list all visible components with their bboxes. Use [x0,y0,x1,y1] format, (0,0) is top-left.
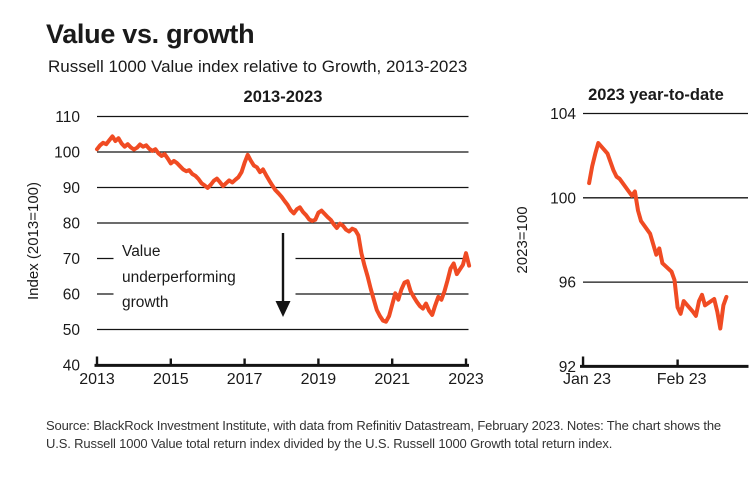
y-tick-label-left: 50 [63,322,81,339]
y-tick-label-left: 110 [55,109,80,126]
right-chart-title: 2023 year-to-date [588,86,724,104]
figure-subtitle: Russell 1000 Value index relative to Gro… [48,57,468,76]
x-tick-label-left: 2017 [227,371,263,388]
right-y-axis-title: 2023=100 [514,206,531,273]
figure-title: Value vs. growth [46,19,255,49]
y-tick-label-right: 100 [550,190,576,207]
x-tick-label-left: 2015 [153,371,189,388]
left-chart-title: 2013-2023 [243,88,323,106]
annotation-line-1: Value [122,243,161,260]
x-tick-label-left: 2023 [448,371,484,388]
source-note: Source: BlackRock Investment Institute, … [46,417,746,452]
y-tick-label-right: 92 [559,359,576,376]
source-line-2: U.S. Russell 1000 Value total return ind… [46,435,613,451]
y-tick-label-right: 96 [559,275,576,292]
y-tick-label-left: 70 [63,251,81,268]
x-tick-label-left: 2021 [374,371,410,388]
annotation-line-3: growth [122,294,169,311]
annotation-line-2: underperforming [122,268,236,286]
down-arrow-head [275,301,291,317]
value-underperforming-annotation: Value underperforming growth [122,239,236,316]
y-tick-label-right: 104 [550,106,576,123]
source-line-1: Source: BlackRock Investment Institute, … [46,418,721,433]
x-tick-label-right: Feb 23 [657,371,707,388]
y-tick-label-left: 90 [63,180,81,197]
x-tick-label-left: 2013 [79,371,115,388]
x-tick-label-right: Jan 23 [563,371,611,388]
x-tick-label-left: 2019 [301,371,337,388]
y-tick-label-left: 40 [63,358,81,375]
y-tick-label-left: 80 [63,216,81,233]
y-tick-label-left: 60 [63,287,81,304]
value-relative-line-ytd [587,141,729,331]
value-relative-line [95,134,472,324]
y-tick-label-left: 100 [54,145,80,162]
left-y-axis-title: Index (2013=100) [25,182,42,300]
